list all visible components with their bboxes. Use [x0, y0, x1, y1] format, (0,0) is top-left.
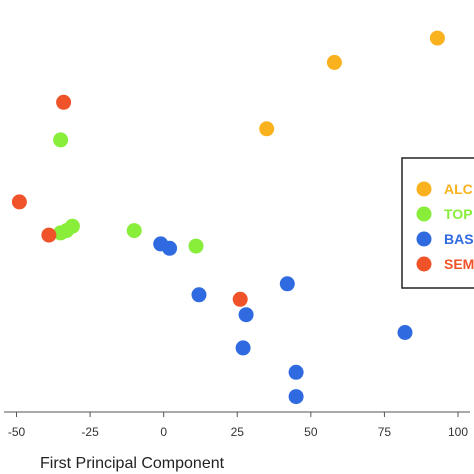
point-bas-6	[235, 340, 251, 356]
x-axis-title: First Principal Component	[40, 455, 225, 472]
points-layer	[11, 30, 445, 405]
point-alc-2	[259, 121, 275, 137]
point-top-3	[59, 223, 74, 239]
x-tick-label: 0	[160, 425, 167, 439]
x-tick-label: 100	[448, 425, 468, 439]
x-tick-label: 25	[231, 425, 245, 439]
point-sem-3	[232, 291, 248, 307]
legend-label-alc: ALC	[444, 181, 473, 197]
legend-marker-sem	[416, 256, 432, 272]
x-tick-label: -50	[8, 425, 26, 439]
point-top-4	[126, 223, 142, 239]
point-bas-3	[279, 276, 295, 292]
legend-label-top: TOP	[444, 206, 473, 222]
point-top-0	[53, 132, 69, 148]
point-bas-4	[238, 307, 254, 323]
point-bas-7	[288, 364, 304, 380]
legend-label-bas: BAS	[444, 231, 474, 247]
point-sem-0	[56, 94, 72, 110]
x-tick-label: -25	[81, 425, 99, 439]
legend: ALC TOP BAS SEM	[401, 157, 474, 289]
point-sem-2	[41, 227, 57, 243]
point-sem-1	[11, 194, 27, 210]
legend-label-sem: SEM	[444, 256, 474, 272]
point-bas-5	[397, 325, 413, 340]
point-bas-2	[191, 287, 207, 303]
legend-items: ALC TOP BAS SEM	[416, 181, 474, 272]
point-alc-0	[429, 30, 445, 46]
x-tick-label: 75	[378, 425, 392, 439]
legend-marker-bas	[416, 231, 432, 247]
legend-marker-top	[416, 206, 432, 222]
point-top-5	[188, 238, 204, 254]
point-alc-1	[326, 54, 342, 70]
legend-marker-alc	[416, 181, 432, 197]
point-bas-1	[162, 240, 178, 256]
x-ticks: -50 -25 0 25 50 75 100	[8, 412, 468, 439]
legend-box	[401, 157, 474, 289]
x-tick-label: 50	[304, 425, 318, 439]
point-bas-8	[288, 389, 304, 405]
